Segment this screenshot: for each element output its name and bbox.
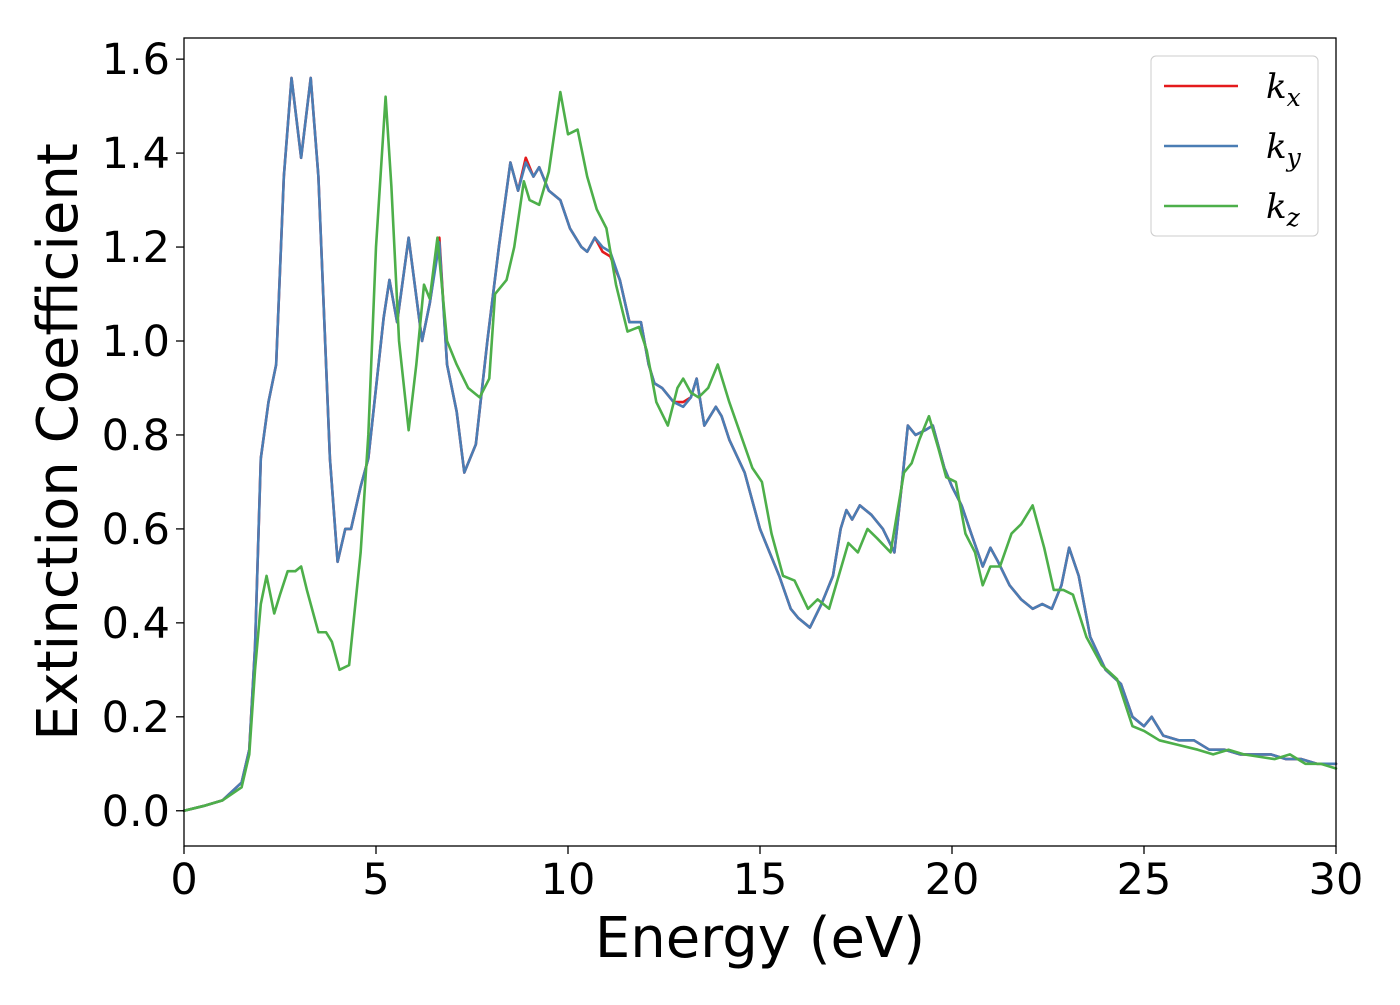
x-tick-label: 15 [733, 855, 788, 905]
x-tick-label: 5 [362, 855, 389, 905]
y-tick-label: 0.2 [102, 693, 170, 743]
y-tick-label: 0.0 [102, 787, 170, 837]
y-tick-label: 0.8 [102, 411, 170, 461]
plot-area [184, 38, 1336, 846]
x-tick-label: 20 [925, 855, 980, 905]
series-line-k-z [182, 90, 1338, 813]
legend: kx ky kz [1150, 55, 1319, 237]
y-axis-label: Extinction Coefficient [26, 143, 91, 741]
y-tick-label: 1.2 [102, 223, 170, 273]
y-tick-label: 1.4 [102, 129, 170, 179]
y-tick-label: 1.0 [102, 317, 170, 367]
y-tick-label: 1.6 [102, 35, 170, 85]
x-tick-label: 0 [170, 855, 197, 905]
series-layer [182, 76, 1338, 813]
x-axis-label: Energy (eV) [595, 906, 925, 971]
legend-label-k-z: kz [1266, 187, 1301, 232]
y-axis-ticks: 0.0 0.2 0.4 0.6 0.8 1.0 1.2 1.4 1.6 [102, 35, 184, 837]
legend-label-k-y: ky [1266, 127, 1302, 172]
y-tick-label: 0.6 [102, 505, 170, 555]
legend-label-k-x: kx [1266, 67, 1301, 112]
x-tick-label: 30 [1309, 855, 1364, 905]
y-tick-label: 0.4 [102, 599, 170, 649]
x-tick-label: 10 [541, 855, 596, 905]
x-axis-ticks: 0 5 10 15 20 25 30 [170, 846, 1363, 905]
x-tick-label: 25 [1117, 855, 1172, 905]
